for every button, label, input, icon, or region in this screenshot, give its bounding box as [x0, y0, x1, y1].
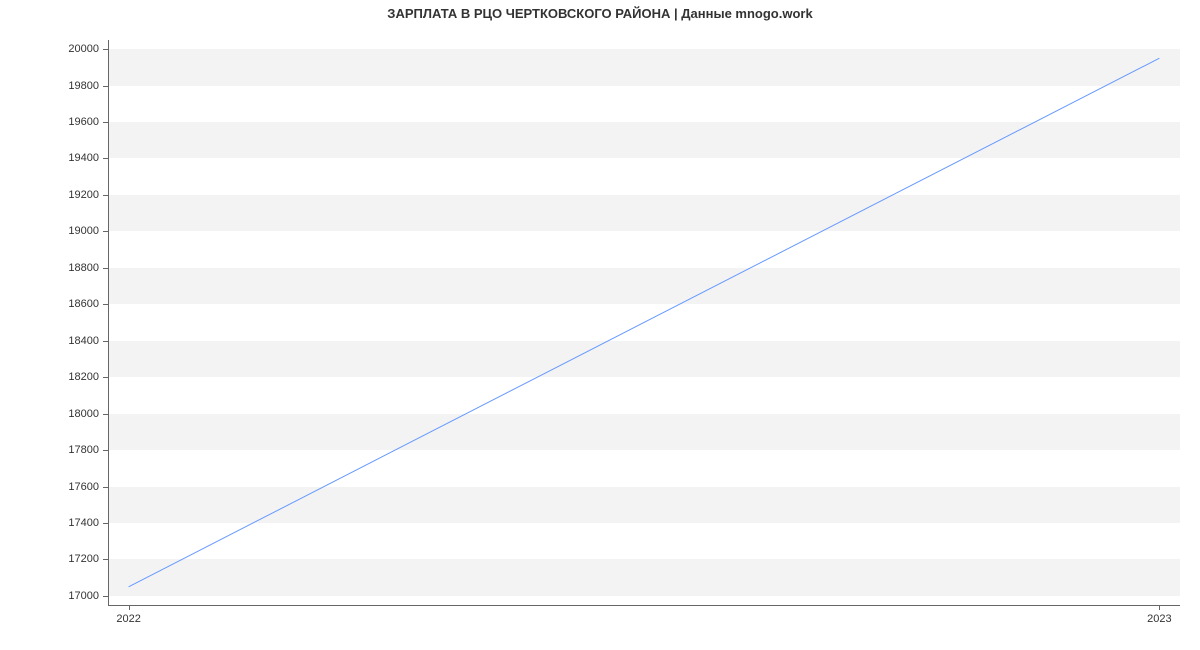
x-axis [108, 605, 1180, 606]
data-line [108, 40, 1180, 605]
y-tick-label: 18600 [68, 298, 99, 310]
y-tick-label: 17400 [68, 517, 99, 529]
y-tick [103, 450, 108, 451]
y-tick-label: 19800 [68, 80, 99, 92]
x-tick-label: 2023 [1147, 613, 1171, 625]
y-tick-label: 19400 [68, 152, 99, 164]
y-tick-label: 20000 [68, 43, 99, 55]
chart-title: ЗАРПЛАТА В РЦО ЧЕРТКОВСКОГО РАЙОНА | Дан… [0, 6, 1200, 21]
x-tick-label: 2022 [116, 613, 140, 625]
plot-area: 1700017200174001760017800180001820018400… [108, 40, 1180, 605]
y-tick [103, 231, 108, 232]
y-tick-label: 18200 [68, 371, 99, 383]
y-tick [103, 559, 108, 560]
y-tick [103, 377, 108, 378]
y-tick-label: 17800 [68, 444, 99, 456]
y-tick-label: 18800 [68, 262, 99, 274]
y-tick [103, 523, 108, 524]
y-tick [103, 122, 108, 123]
y-tick-label: 17000 [68, 590, 99, 602]
chart-container: ЗАРПЛАТА В РЦО ЧЕРТКОВСКОГО РАЙОНА | Дан… [0, 0, 1200, 650]
x-tick [1159, 605, 1160, 610]
y-tick [103, 487, 108, 488]
y-tick-label: 19600 [68, 116, 99, 128]
y-tick-label: 18400 [68, 335, 99, 347]
y-tick [103, 596, 108, 597]
y-tick-label: 19200 [68, 189, 99, 201]
y-tick [103, 268, 108, 269]
y-tick [103, 195, 108, 196]
y-tick [103, 341, 108, 342]
x-tick [129, 605, 130, 610]
y-tick-label: 17600 [68, 481, 99, 493]
y-tick [103, 414, 108, 415]
y-tick-label: 19000 [68, 225, 99, 237]
y-axis [108, 40, 109, 605]
y-tick [103, 304, 108, 305]
y-tick-label: 18000 [68, 408, 99, 420]
y-tick [103, 86, 108, 87]
y-tick [103, 49, 108, 50]
y-tick [103, 158, 108, 159]
y-tick-label: 17200 [68, 553, 99, 565]
